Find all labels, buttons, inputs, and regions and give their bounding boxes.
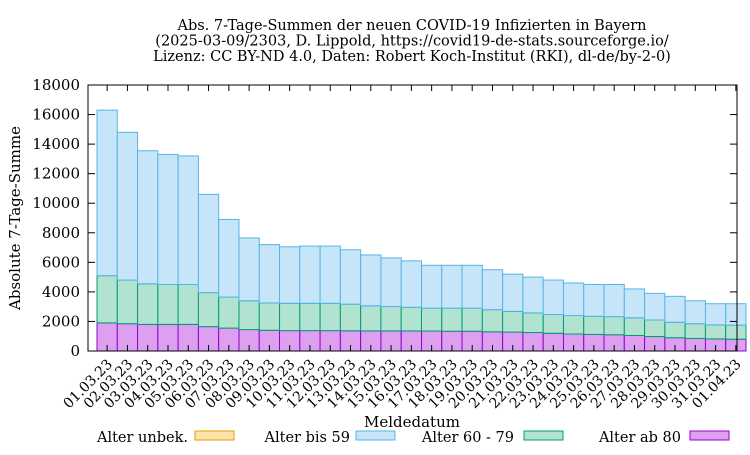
bar-segment: [603, 316, 625, 336]
legend-label: Alter ab 80: [598, 430, 681, 446]
bar-segment: [542, 279, 564, 315]
chart-title: Abs. 7-Tage-Summen der neuen COVID-19 In…: [153, 18, 671, 65]
bar-segment: [197, 193, 220, 294]
bar-segment: [238, 300, 260, 331]
bar-segment: [197, 292, 220, 328]
y-tick-label: 8000: [42, 224, 80, 242]
bar-segment: [157, 284, 179, 325]
bar-segment: [502, 310, 524, 333]
y-tick-label: 12000: [32, 165, 80, 183]
bar-segment: [623, 317, 646, 336]
y-axis: 0 2000 4000 6000 8000 10000 12000 14000 16000 180…: [32, 76, 737, 360]
bar-segment: [380, 257, 402, 308]
bar-segment: [96, 275, 118, 324]
bar-segment: [218, 218, 240, 298]
bar-segment: [258, 244, 281, 304]
bar-segment: [684, 323, 706, 339]
bar-segment: [421, 307, 443, 332]
y-tick-label: 4000: [42, 283, 80, 301]
bar-segment: [522, 312, 544, 334]
bar-segment: [481, 269, 504, 311]
y-tick-label: 6000: [42, 253, 80, 271]
bar-segment: [603, 284, 625, 318]
bar-segment: [481, 309, 504, 333]
bar-segment: [522, 276, 544, 314]
bar-segment: [258, 302, 281, 331]
bar-segment: [319, 245, 341, 304]
bar-segment: [704, 303, 727, 326]
bar-segment: [441, 307, 463, 332]
legend-swatch: [689, 430, 730, 441]
bar-segment: [299, 302, 321, 332]
bar-segment: [461, 307, 483, 332]
bar-segment: [583, 315, 605, 335]
y-tick-label: 2000: [42, 312, 80, 330]
bar-segment: [583, 284, 605, 317]
x-axis-label: Meldedatum: [364, 413, 460, 431]
legend-swatch: [194, 430, 235, 441]
bar-segment: [562, 282, 585, 317]
bars: [96, 109, 747, 352]
bar-segment: [704, 324, 727, 340]
bar-segment: [502, 273, 524, 312]
chart-title-line: Lizenz: CC BY-ND 4.0, Daten: Robert Koch…: [153, 49, 671, 65]
y-axis-label: Absolute 7-Tage-Summe: [6, 126, 24, 311]
bar-segment: [238, 237, 260, 302]
bar-segment: [421, 264, 443, 309]
legend-label: Alter bis 59: [264, 430, 350, 446]
y-tick-label: 10000: [32, 194, 80, 212]
bar-segment: [380, 306, 402, 332]
bar-segment: [725, 324, 747, 340]
y-tick-label: 14000: [32, 135, 80, 153]
chart-title-line: (2025-03-09/2303, D. Lippold, https://co…: [155, 34, 669, 50]
bar-segment: [137, 150, 159, 285]
bar-segment: [177, 284, 199, 325]
bar-segment: [177, 155, 199, 285]
bar-segment: [299, 245, 321, 304]
bar-segment: [339, 249, 362, 305]
bar-segment: [461, 264, 483, 309]
bar-segment: [137, 283, 159, 325]
bar-segment: [644, 292, 666, 321]
bar-segment: [279, 246, 301, 304]
bar-segment: [116, 131, 139, 281]
bar-segment: [664, 321, 686, 339]
y-tick-label: 16000: [32, 106, 80, 124]
bar-segment: [319, 302, 341, 332]
legend-label: Alter unbek.: [96, 430, 188, 446]
bar-segment: [400, 260, 422, 308]
chart-title-line: Abs. 7-Tage-Summen der neuen COVID-19 In…: [176, 18, 646, 34]
bar-segment: [562, 315, 585, 335]
legend: Alter unbek. Alter bis 59 Alter 60 - 79 Alt…: [96, 430, 730, 446]
bar-segment: [116, 279, 139, 325]
bar-segment: [400, 306, 422, 332]
x-axis: 01.03.2302.03.2303.03.2304.03.2305.03.23…: [61, 85, 745, 412]
bar-segment: [96, 109, 118, 277]
legend-swatch: [355, 430, 396, 441]
bar-segment: [684, 300, 706, 325]
bar-segment: [360, 305, 382, 332]
bar-segment: [157, 153, 179, 285]
bar-segment: [279, 302, 301, 332]
bar-segment: [542, 313, 564, 334]
bar-segment: [218, 296, 240, 329]
legend-label: Alter 60 - 79: [421, 430, 514, 446]
plot-frame: [87, 84, 738, 352]
bar-segment: [664, 295, 686, 323]
y-tick-label: 18000: [32, 76, 80, 94]
bar-segment: [623, 288, 646, 319]
legend-swatch: [523, 430, 564, 441]
bar-segment: [339, 303, 362, 332]
bar-segment: [360, 254, 382, 307]
y-tick-label: 0: [70, 342, 80, 360]
bar-segment: [644, 319, 666, 338]
bar-segment: [441, 264, 463, 309]
bar-segment: [725, 303, 747, 326]
